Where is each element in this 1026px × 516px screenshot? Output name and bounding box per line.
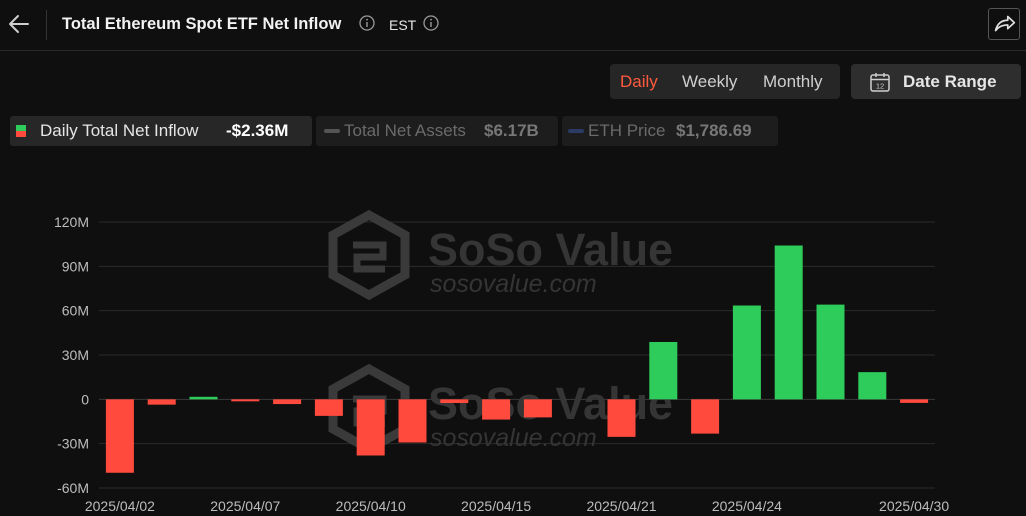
- bar-2025/04/22[interactable]: [649, 341, 678, 400]
- legend-total-net-assets[interactable]: Total Net Assets $6.17B: [316, 116, 558, 146]
- legend-price-label: ETH Price: [588, 121, 666, 140]
- watermark-brand: SoSo Value: [428, 224, 673, 275]
- x-tick-label: 2025/04/07: [210, 498, 280, 514]
- timezone-label: EST: [389, 17, 417, 33]
- bar-2025/04/24[interactable]: [732, 305, 761, 400]
- legend-eth-price[interactable]: ETH Price $1,786.69: [562, 116, 778, 146]
- page-title: Total Ethereum Spot ETF Net Inflow: [62, 15, 342, 33]
- bar-2025/04/21[interactable]: [607, 399, 636, 437]
- bar-2025/04/07[interactable]: [231, 399, 260, 402]
- header-bar: Total Ethereum Spot ETF Net Inflow EST: [0, 0, 1026, 51]
- bar-2025/04/04[interactable]: [189, 396, 218, 400]
- y-tick-label: 90M: [62, 258, 89, 274]
- inflow-swatch-icon: [16, 125, 26, 137]
- x-tick-label: 2025/04/02: [85, 498, 155, 514]
- y-tick-label: 120M: [54, 214, 89, 230]
- bar-2025/04/09[interactable]: [314, 399, 343, 416]
- y-tick-label: 30M: [62, 347, 89, 363]
- bar-2025/04/30[interactable]: [900, 399, 929, 403]
- legend-net-inflow[interactable]: Daily Total Net Inflow -$2.36M: [10, 116, 312, 146]
- legend-assets-label: Total Net Assets: [344, 121, 466, 140]
- date-range-button[interactable]: 12 Date Range: [851, 64, 1021, 99]
- y-tick-label: -30M: [57, 436, 89, 452]
- bar-2025/04/14[interactable]: [440, 399, 469, 404]
- price-line-icon: [568, 129, 584, 133]
- y-tick-label: 0: [81, 391, 89, 407]
- period-selector: Daily Weekly Monthly: [610, 64, 840, 99]
- bar-2025/04/16[interactable]: [523, 399, 552, 418]
- bar-2025/04/15[interactable]: [482, 399, 511, 420]
- back-arrow-icon[interactable]: [6, 10, 32, 38]
- watermark-logo-icon: [328, 209, 410, 301]
- net-inflow-bar-chart: SoSo Value sosovalue.com SoSo Value soso…: [54, 209, 949, 514]
- bar-2025/04/10[interactable]: [356, 399, 385, 456]
- watermark-url: sosovalue.com: [430, 424, 597, 452]
- x-tick-label: 2025/04/21: [586, 498, 656, 514]
- x-tick-label: 2025/04/10: [336, 498, 406, 514]
- tab-daily[interactable]: Daily: [620, 72, 658, 91]
- x-axis: 2025/04/02 2025/04/07 2025/04/10 2025/04/15…: [85, 498, 949, 514]
- bar-2025/04/02[interactable]: [105, 399, 134, 473]
- watermark-logo-mark-icon: [353, 241, 387, 273]
- bar-2025/04/28[interactable]: [816, 304, 845, 400]
- svg-text:12: 12: [876, 82, 884, 91]
- tab-weekly[interactable]: Weekly: [682, 72, 738, 91]
- legend-net-inflow-value: -$2.36M: [226, 121, 289, 140]
- legend-assets-value: $6.17B: [484, 121, 539, 140]
- bar-2025/04/25[interactable]: [774, 245, 803, 400]
- date-range-label: Date Range: [903, 72, 997, 91]
- timezone-info-icon[interactable]: [423, 15, 439, 31]
- share-icon[interactable]: [988, 8, 1020, 40]
- x-tick-label: 2025/04/30: [879, 498, 949, 514]
- calendar-icon: 12: [870, 73, 890, 92]
- watermark-top: SoSo Value sosovalue.com: [328, 209, 673, 301]
- header-divider: [46, 10, 47, 40]
- watermark-url: sosovalue.com: [430, 270, 597, 298]
- bar-2025/04/11[interactable]: [398, 399, 427, 443]
- y-tick-label: 60M: [62, 303, 89, 319]
- legend-net-inflow-label: Daily Total Net Inflow: [40, 121, 199, 140]
- bar-2025/04/03[interactable]: [147, 399, 176, 405]
- bar-2025/04/29[interactable]: [858, 372, 887, 400]
- x-tick-label: 2025/04/24: [712, 498, 782, 514]
- legend-price-value: $1,786.69: [676, 121, 752, 140]
- title-info-icon[interactable]: [359, 15, 375, 31]
- assets-line-icon: [324, 129, 340, 133]
- y-axis: 120M 90M 60M 30M 0 -30M -60M: [54, 214, 89, 496]
- bars: [105, 245, 929, 473]
- tab-monthly[interactable]: Monthly: [763, 72, 823, 91]
- bar-2025/04/08[interactable]: [273, 399, 302, 405]
- x-tick-label: 2025/04/15: [461, 498, 531, 514]
- y-tick-label: -60M: [57, 480, 89, 496]
- bar-2025/04/23[interactable]: [691, 399, 720, 434]
